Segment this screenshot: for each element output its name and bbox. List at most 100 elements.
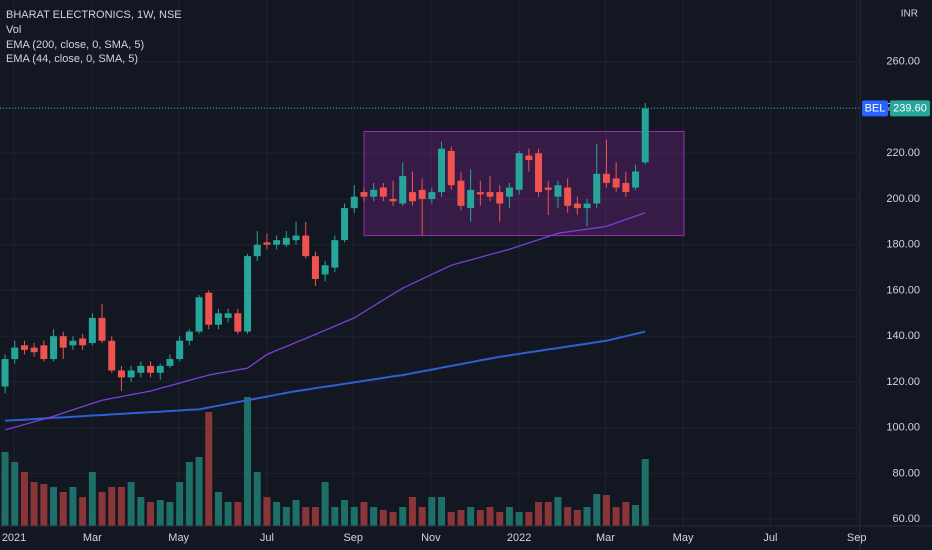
volume-bar <box>20 472 28 526</box>
x-tick-label: Nov <box>421 532 441 544</box>
y-tick-label: 180.00 <box>886 239 920 251</box>
candle-body <box>282 237 290 245</box>
candle-body <box>273 240 281 245</box>
volume-pane <box>1 397 649 526</box>
candle-body <box>515 153 523 190</box>
x-tick-label: Mar <box>596 532 615 544</box>
volume-bar <box>311 507 319 526</box>
candle-body <box>554 185 562 197</box>
volume-bar <box>350 507 358 526</box>
ema-line <box>4 330 646 422</box>
candle-body <box>185 331 193 341</box>
volume-bar <box>156 500 164 526</box>
candle-body <box>253 244 261 257</box>
x-tick-label: Sep <box>847 532 867 544</box>
price-tag-label: 239.60 <box>893 102 927 114</box>
candle-body <box>214 313 222 325</box>
candle-body <box>205 292 213 325</box>
ema-line <box>4 212 646 431</box>
volume-bar <box>59 492 67 526</box>
candle-body <box>496 192 504 204</box>
volume-bar <box>622 502 630 526</box>
volume-bar <box>214 492 222 526</box>
volume-bar <box>457 510 465 526</box>
price-pane <box>0 102 860 431</box>
x-tick-label: May <box>673 532 694 544</box>
candle-body <box>1 359 9 387</box>
x-tick-label: Jul <box>260 532 274 544</box>
y-tick-label: 100.00 <box>886 422 920 434</box>
candle-body <box>486 192 494 197</box>
candle-body <box>127 370 135 378</box>
volume-bar <box>127 482 135 526</box>
candle-body <box>341 208 349 241</box>
currency-label: INR <box>901 9 918 20</box>
volume-bar <box>11 462 19 526</box>
volume-bar <box>321 482 329 526</box>
candle-body <box>50 336 58 360</box>
candle-body <box>311 256 319 280</box>
y-tick-label: 140.00 <box>886 330 920 342</box>
volume-bar <box>40 484 48 526</box>
candle-body <box>564 187 572 206</box>
candle-body <box>176 340 184 360</box>
y-tick-label: 80.00 <box>892 467 920 479</box>
candle-body <box>244 256 252 332</box>
volume-bar <box>496 512 504 526</box>
volume-bar <box>515 512 523 526</box>
candle-body <box>117 370 125 378</box>
volume-bar <box>292 500 300 526</box>
volume-bar <box>389 512 397 526</box>
y-tick-label: 220.00 <box>886 147 920 159</box>
candle-body <box>69 340 77 346</box>
volume-bar <box>205 412 213 526</box>
candle-body <box>370 189 378 197</box>
volume-bar <box>253 472 261 526</box>
candle-body <box>331 240 339 268</box>
volume-bar <box>632 505 640 526</box>
candle-body <box>20 345 28 350</box>
candle-body <box>476 192 484 195</box>
candle-body <box>457 180 465 206</box>
volume-bar <box>583 507 591 526</box>
candle-body <box>108 340 116 371</box>
x-tick-label: 2022 <box>507 532 531 544</box>
candle-body <box>612 178 620 188</box>
candle-body <box>292 235 300 241</box>
candle-body <box>88 317 96 344</box>
candle-body <box>321 265 329 275</box>
volume-bar <box>573 510 581 526</box>
grid <box>0 0 860 526</box>
y-tick-label: 120.00 <box>886 376 920 388</box>
candle-body <box>40 345 48 360</box>
candle-body <box>428 192 436 199</box>
volume-bar <box>282 507 290 526</box>
candle-body <box>583 203 591 209</box>
chart-title: BHARAT ELECTRONICS, 1W, NSE <box>6 9 182 21</box>
candle-body <box>137 365 145 373</box>
candle-body <box>360 192 368 197</box>
volume-bar <box>379 510 387 526</box>
candle-body <box>11 347 19 360</box>
candle-body <box>525 155 533 161</box>
candle-body <box>399 176 407 204</box>
volume-bar <box>98 492 106 526</box>
volume-bar <box>408 497 416 526</box>
candle-body <box>408 192 416 202</box>
volume-bar <box>302 507 310 526</box>
candle-body <box>467 189 475 209</box>
volume-bar <box>341 500 349 526</box>
candle-body <box>195 297 203 332</box>
candle-body <box>544 187 552 190</box>
candle-body <box>147 365 155 373</box>
volume-bar <box>544 502 552 526</box>
x-tick-label: May <box>168 532 189 544</box>
candle-body <box>593 173 601 204</box>
y-tick-label: 200.00 <box>886 193 920 205</box>
volume-bar <box>535 502 543 526</box>
axes: 60.00 80.00 100.00 120.00 140.00 160.00 180.00… <box>2 56 930 544</box>
candle-body <box>632 171 640 188</box>
volume-bar <box>137 497 145 526</box>
